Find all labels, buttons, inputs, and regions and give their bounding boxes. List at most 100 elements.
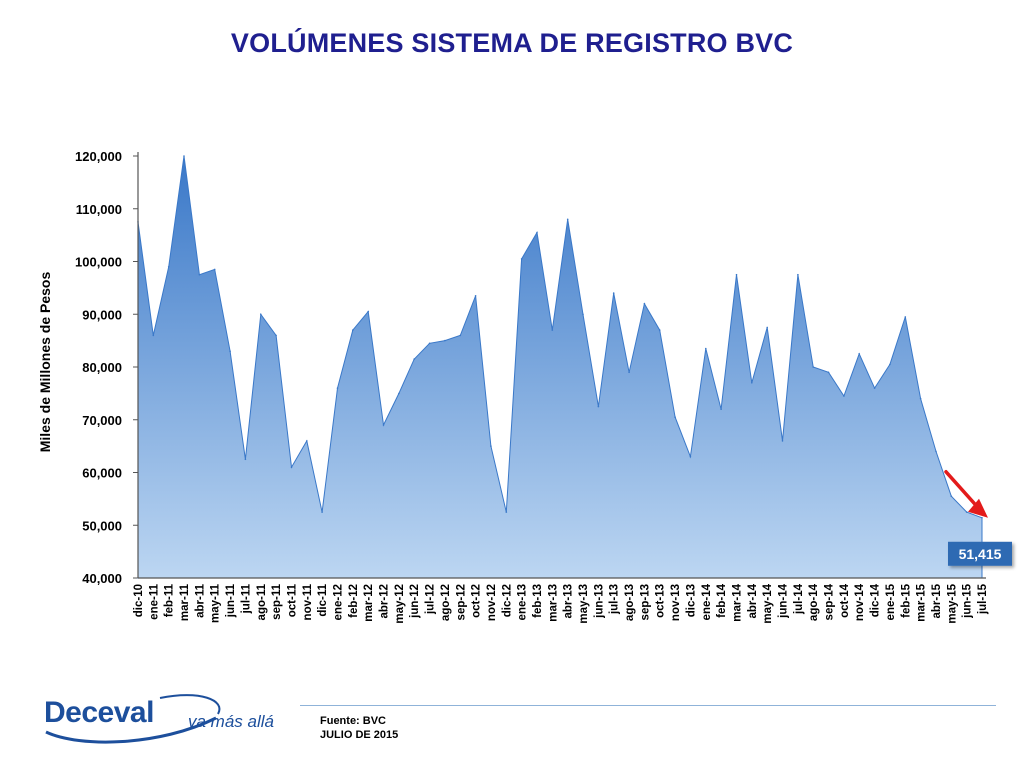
data-point-jun-13 [597, 405, 600, 408]
data-point-jul-14 [797, 273, 799, 276]
data-point-feb-15 [904, 316, 907, 318]
data-point-jun-12 [413, 358, 416, 360]
data-point-abr-15 [935, 450, 937, 453]
data-point-may-13 [582, 313, 584, 316]
data-point-jul-11 [244, 458, 247, 461]
data-point-sep-12 [459, 334, 462, 337]
x-tick-label: jul-11 [240, 583, 252, 614]
x-tick-label: may-13 [578, 584, 590, 624]
data-point-feb-13 [536, 231, 538, 234]
callout-value: 51,415 [959, 546, 1002, 562]
x-tick-label: jun-11 [225, 583, 237, 618]
data-point-feb-11 [167, 266, 170, 268]
data-point-ago-12 [444, 339, 446, 342]
x-tick-label: mar-11 [179, 583, 191, 621]
source-note: Fuente: BVC JULIO DE 2015 [320, 714, 398, 742]
x-tick-label: oct-12 [471, 584, 483, 618]
x-tick-label: may-14 [762, 583, 774, 623]
x-tick-label: dic-11 [317, 583, 329, 616]
x-tick-label: abr-14 [747, 583, 759, 618]
data-point-may-15 [950, 495, 953, 498]
x-tick-label: jun-14 [778, 583, 790, 618]
data-point-nov-12 [490, 445, 492, 447]
data-point-jul-15 [981, 517, 983, 519]
y-tick-label: 80,000 [82, 360, 122, 375]
data-point-abr-11 [198, 273, 201, 276]
x-tick-label: sep-11 [271, 583, 283, 619]
x-tick-label: ene-15 [885, 583, 897, 620]
x-tick-label: abr-13 [563, 584, 575, 619]
x-tick-label: ene-13 [517, 584, 529, 620]
x-tick-label: may-12 [394, 584, 406, 624]
data-point-feb-12 [352, 329, 354, 331]
x-tick-label: jun-12 [409, 584, 421, 619]
data-point-abr-13 [566, 218, 569, 221]
data-point-nov-14 [858, 353, 860, 355]
data-point-ene-14 [705, 347, 707, 350]
data-point-ago-14 [812, 366, 814, 368]
x-tick-label: dic-10 [133, 584, 145, 617]
data-point-may-11 [213, 268, 216, 271]
date-line: JULIO DE 2015 [320, 729, 399, 741]
data-point-abr-14 [751, 382, 753, 384]
y-tick-label: 60,000 [82, 466, 122, 481]
data-point-mar-13 [551, 329, 554, 331]
data-point-ene-12 [336, 387, 339, 389]
x-tick-label: mar-13 [547, 584, 559, 622]
data-point-jul-12 [428, 342, 431, 345]
x-tick-label: nov-14 [854, 583, 866, 621]
y-axis-label: Miles de Millones de Pesos [37, 272, 53, 453]
x-tick-label: jul-14 [793, 583, 805, 615]
last-value-callout: 51,415 [948, 541, 1012, 566]
x-tick-label: dic-13 [685, 584, 697, 617]
data-point-mar-11 [183, 155, 185, 157]
data-point-may-12 [398, 392, 400, 395]
volume-area-chart: Miles de Millones de Pesos 40,000 50,000 6… [37, 149, 1012, 624]
x-tick-label: may-11 [210, 583, 222, 623]
data-point-ago-11 [260, 313, 262, 316]
x-tick-label: ene-11 [148, 583, 160, 619]
x-tick-label: feb-15 [900, 583, 912, 617]
y-tick-label: 50,000 [82, 518, 122, 533]
data-point-sep-11 [275, 334, 277, 337]
data-point-oct-14 [843, 395, 845, 397]
x-tick-label: feb-14 [716, 583, 728, 617]
x-tick-label: mar-14 [732, 583, 744, 621]
x-tick-label: oct-13 [655, 584, 667, 618]
data-point-ene-11 [152, 334, 155, 337]
deceval-logo: Deceval va más allá [40, 688, 280, 750]
data-point-abr-12 [382, 424, 385, 426]
data-point-jun-14 [781, 440, 784, 442]
data-point-sep-14 [827, 371, 830, 374]
data-point-mar-14 [735, 273, 738, 276]
data-point-oct-11 [290, 466, 293, 469]
y-tick-label: 120,000 [75, 149, 122, 164]
data-point-oct-12 [474, 295, 477, 297]
logo-tagline: va más allá [188, 712, 274, 731]
data-point-mar-15 [919, 397, 922, 400]
data-point-mar-12 [367, 310, 370, 313]
x-tick-label: abr-15 [931, 583, 943, 618]
data-point-jul-13 [612, 292, 615, 294]
slide-title: VOLÚMENES SISTEMA DE REGISTRO BVC [230, 28, 794, 58]
data-point-nov-13 [674, 416, 676, 418]
x-tick-label: dic-12 [501, 584, 513, 617]
x-tick-label: ene-12 [333, 584, 345, 620]
x-tick-label: may-15 [946, 583, 958, 623]
x-tick-label: ene-14 [701, 583, 713, 620]
x-tick-label: jun-15 [962, 583, 974, 618]
data-point-dic-11 [321, 511, 323, 513]
y-tick-label: 110,000 [76, 202, 122, 217]
y-tick-label: 70,000 [82, 413, 122, 428]
x-tick-label: oct-14 [839, 583, 851, 617]
data-point-feb-14 [720, 408, 722, 411]
red-arrow-icon [944, 470, 988, 518]
source-line: Fuente: BVC [320, 715, 386, 727]
x-tick-label: ago-13 [624, 584, 636, 621]
x-tick-label: feb-12 [348, 584, 360, 618]
y-tick-label: 100,000 [75, 255, 122, 270]
data-point-dic-12 [505, 511, 508, 513]
x-tick-label: sep-12 [455, 584, 467, 620]
footer-divider [300, 705, 996, 706]
data-point-nov-11 [306, 440, 308, 442]
